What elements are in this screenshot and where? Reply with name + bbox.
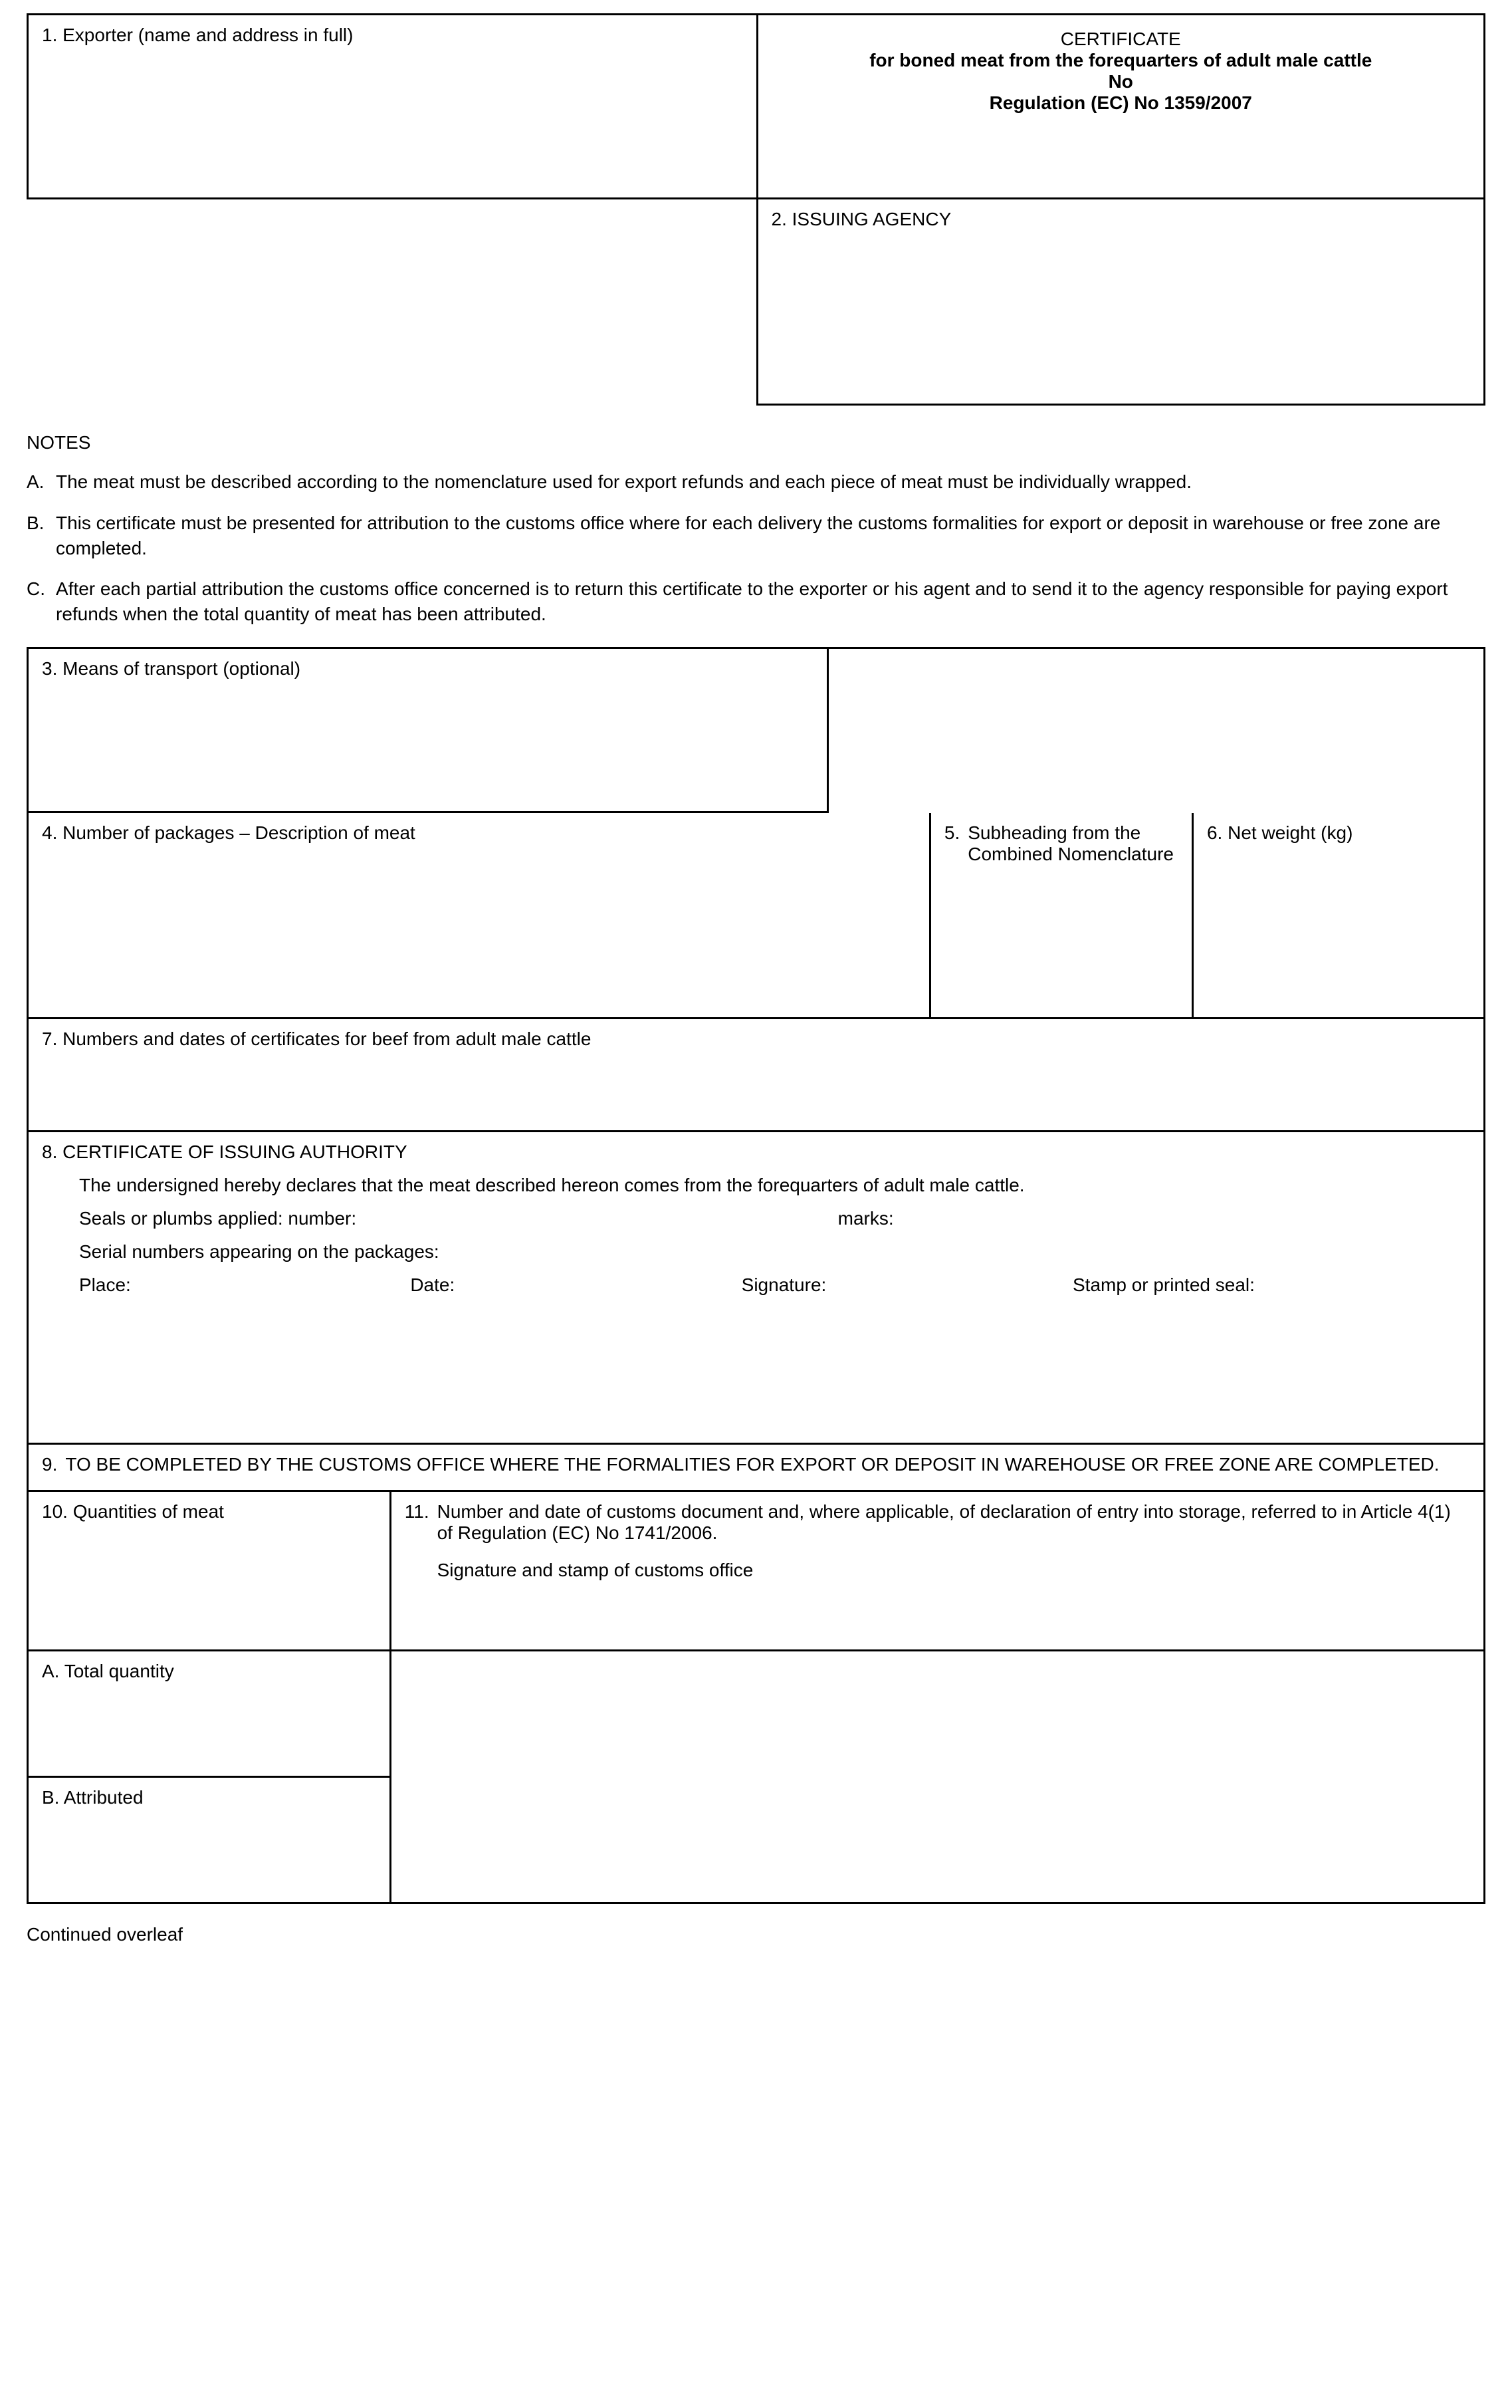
main-form: 3. Means of transport (optional) 4. Numb… <box>27 647 1485 1904</box>
box-a-label: A. Total quantity <box>42 1661 174 1681</box>
cert-line1: CERTIFICATE <box>772 29 1471 50</box>
box-5-num: 5. <box>944 822 960 865</box>
box-6-netweight: 6. Net weight (kg) <box>1194 813 1485 1019</box>
box-11-sig: Signature and stamp of customs office <box>437 1560 1470 1581</box>
cert-line3: No <box>772 71 1471 92</box>
box-9-num: 9. <box>42 1454 57 1475</box>
box-8-stamp: Stamp or printed seal: <box>1073 1274 1470 1296</box>
box-1-label: 1. Exporter (name and address in full) <box>42 25 353 45</box>
box-2-label: 2. ISSUING AGENCY <box>772 209 952 229</box>
box-5-subheading: 5. Subheading from the Combined Nomencla… <box>931 813 1194 1019</box>
certificate-title-box: CERTIFICATE for boned meat from the fore… <box>756 13 1486 199</box>
box-3-transport: 3. Means of transport (optional) <box>27 647 829 813</box>
box-4-packages: 4. Number of packages – Description of m… <box>27 813 931 1019</box>
issuing-agency-row: 2. ISSUING AGENCY <box>27 199 1485 406</box>
note-c-letter: C. <box>27 576 56 627</box>
box-b-attributed: B. Attributed <box>27 1778 391 1904</box>
box-8-marks: marks: <box>838 1208 1470 1229</box>
box-9-text: TO BE COMPLETED BY THE CUSTOMS OFFICE WH… <box>65 1454 1470 1475</box>
box-8-serial: Serial numbers appearing on the packages… <box>79 1241 1470 1263</box>
note-b: B. This certificate must be presented fo… <box>27 511 1485 561</box>
note-b-letter: B. <box>27 511 56 561</box>
box-11-num: 11. <box>405 1501 429 1581</box>
box-8-declaration: The undersigned hereby declares that the… <box>79 1175 1470 1196</box>
note-c-text: After each partial attribution the custo… <box>56 576 1485 627</box>
box-9-customs: 9. TO BE COMPLETED BY THE CUSTOMS OFFICE… <box>27 1445 1485 1492</box>
box-3-label: 3. Means of transport (optional) <box>42 658 300 679</box>
box-8-place: Place: <box>79 1274 410 1296</box>
box-6-label: 6. Net weight (kg) <box>1207 822 1352 843</box>
box-8-date: Date: <box>410 1274 741 1296</box>
header-row: 1. Exporter (name and address in full) C… <box>27 13 1485 199</box>
box-10-quantities: 10. Quantities of meat <box>27 1492 391 1651</box>
box-a-total: A. Total quantity <box>27 1651 391 1778</box>
box-7-label: 7. Numbers and dates of certificates for… <box>42 1028 591 1049</box>
notes-section: NOTES A. The meat must be described acco… <box>27 432 1485 627</box>
box-11-customs-doc: 11. Number and date of customs document … <box>391 1492 1485 1651</box>
box-1-exporter: 1. Exporter (name and address in full) <box>27 13 756 199</box>
box-2-issuing-agency: 2. ISSUING AGENCY <box>756 199 1486 406</box>
box-8-seals: Seals or plumbs applied: number: <box>79 1208 838 1229</box>
box-10-label: 10. Quantities of meat <box>42 1501 224 1522</box>
note-c: C. After each partial attribution the cu… <box>27 576 1485 627</box>
box-b-label: B. Attributed <box>42 1787 144 1808</box>
box-8-signature: Signature: <box>742 1274 1073 1296</box>
note-a-text: The meat must be described according to … <box>56 469 1485 495</box>
box-11-text: Number and date of customs document and,… <box>437 1501 1470 1544</box>
box-8-title: 8. CERTIFICATE OF ISSUING AUTHORITY <box>42 1142 1470 1163</box>
box-5-text: Subheading from the Combined Nomenclatur… <box>968 822 1178 865</box>
note-a-letter: A. <box>27 469 56 495</box>
cert-line4: Regulation (EC) No 1359/2007 <box>772 92 1471 114</box>
box-7-certificates: 7. Numbers and dates of certificates for… <box>27 1019 1485 1132</box>
box-8-authority: 8. CERTIFICATE OF ISSUING AUTHORITY The … <box>27 1132 1485 1445</box>
cert-line2: for boned meat from the forequarters of … <box>772 50 1471 71</box>
box-4-label: 4. Number of packages – Description of m… <box>42 822 415 843</box>
notes-heading: NOTES <box>27 432 1485 453</box>
note-a: A. The meat must be described according … <box>27 469 1485 495</box>
note-b-text: This certificate must be presented for a… <box>56 511 1485 561</box>
continued-overleaf: Continued overleaf <box>27 1924 1485 1945</box>
